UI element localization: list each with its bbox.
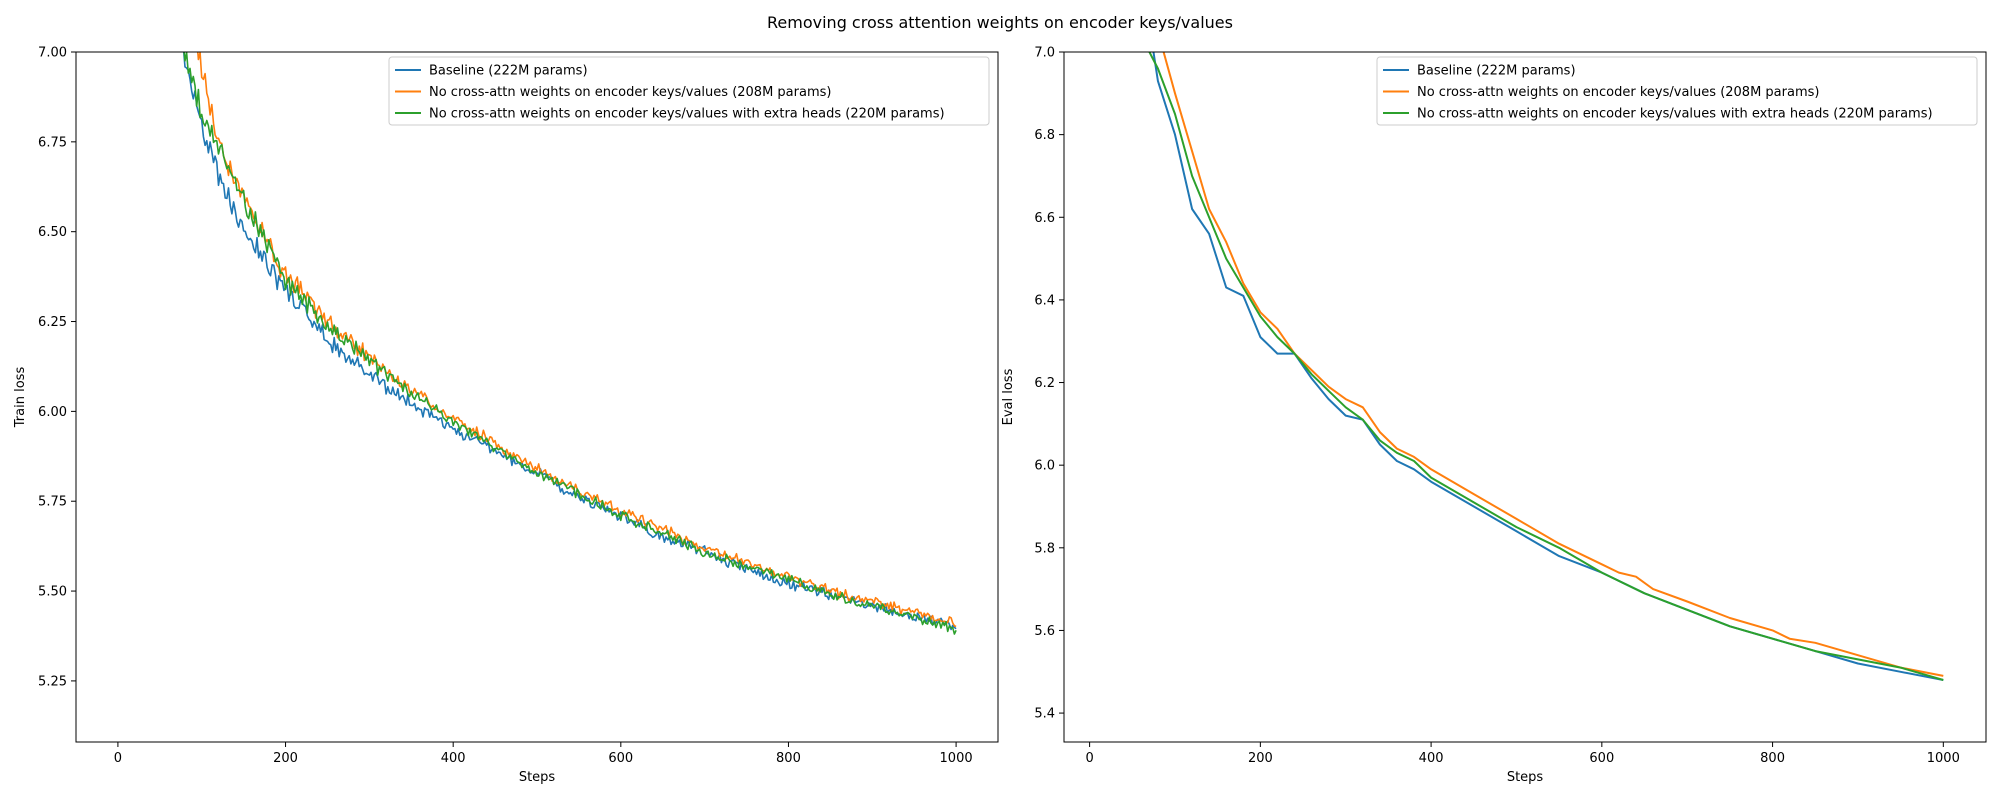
legend-label: Baseline (222M params) — [1417, 64, 1576, 79]
y-tick-label: 7.00 — [38, 46, 67, 61]
x-tick-label: 600 — [1589, 751, 1614, 766]
x-axis-label: Steps — [1507, 770, 1544, 785]
x-tick-label: 0 — [114, 751, 122, 766]
series-line-3 — [1148, 52, 1944, 681]
eval-loss-axes: 0 200 400 600 800 1000 5.4 5.6 5.8 6.0 6.2 6.4 6.6 6.… — [1001, 46, 1987, 785]
legend-label: No cross-attn weights on encoder keys/va… — [429, 107, 945, 122]
y-tick-label: 6.8 — [1034, 128, 1055, 143]
x-axis-label: Steps — [519, 770, 556, 785]
y-tick-label: 6.75 — [38, 135, 67, 150]
legend: Baseline (222M params) No cross-attn weig… — [388, 56, 990, 126]
y-tick-label: 6.6 — [1034, 211, 1055, 226]
x-tick-label: 400 — [441, 751, 466, 766]
y-tick-label: 5.6 — [1034, 624, 1055, 639]
y-tick-label: 6.0 — [1034, 459, 1055, 474]
x-tick-label: 800 — [776, 751, 801, 766]
legend-label: No cross-attn weights on encoder keys/va… — [429, 85, 831, 100]
y-tick-label: 6.50 — [38, 225, 67, 240]
train-loss-axes: 0 200 400 600 800 1000 5.25 5.50 5.75 6.00 6.25 6.5… — [13, 46, 999, 785]
figure-title: Removing cross attention weights on enco… — [767, 13, 1233, 32]
x-tick-label: 600 — [608, 751, 633, 766]
legend-label: No cross-attn weights on encoder keys/va… — [1417, 107, 1933, 122]
x-tick-label: 0 — [1085, 751, 1093, 766]
x-tick-label: 1000 — [940, 751, 973, 766]
x-tick-label: 200 — [273, 751, 298, 766]
y-tick-label: 5.4 — [1034, 707, 1055, 722]
y-tick-label: 6.00 — [38, 405, 67, 420]
y-tick-label: 5.75 — [38, 495, 67, 510]
x-tick-label: 800 — [1760, 751, 1785, 766]
legend-label: No cross-attn weights on encoder keys/va… — [1417, 85, 1819, 100]
series-line-3 — [183, 52, 957, 635]
legend: Baseline (222M params) No cross-attn weig… — [1376, 56, 1978, 126]
axes-frame — [1063, 51, 1987, 743]
y-tick-label: 5.25 — [38, 674, 67, 689]
y-tick-label: 6.25 — [38, 315, 67, 330]
y-tick-label: 6.4 — [1034, 293, 1055, 308]
y-tick-label: 5.50 — [38, 585, 67, 600]
y-axis-label: Eval loss — [1001, 368, 1016, 425]
axes-frame — [75, 51, 999, 743]
y-tick-label: 6.2 — [1034, 376, 1055, 391]
y-tick-label: 5.8 — [1034, 541, 1055, 556]
y-tick-label: 7.0 — [1034, 46, 1055, 61]
x-tick-label: 400 — [1419, 751, 1444, 766]
series-line-2 — [1162, 52, 1944, 677]
y-axis-label: Train loss — [13, 367, 28, 429]
legend-label: Baseline (222M params) — [429, 64, 588, 79]
x-tick-label: 200 — [1248, 751, 1273, 766]
x-tick-label: 1000 — [1927, 751, 1960, 766]
